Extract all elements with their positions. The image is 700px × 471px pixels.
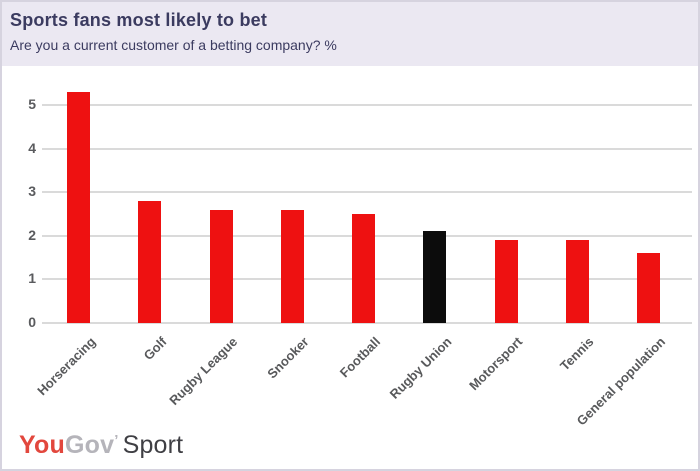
y-gridline [42,191,692,194]
y-tick-label: 1 [28,270,36,287]
y-tick-label: 2 [28,226,36,243]
bar-football [352,214,375,323]
logo-sport-text: Sport [122,431,184,459]
logo-apostrophe: ’ [114,432,119,449]
bar-horseracing [67,91,90,323]
yougov-sport-logo: YouGov’ Sport [19,431,183,460]
x-axis-label: Football [336,334,384,381]
bar-general-population [637,253,660,323]
bar-rugby-union [423,231,447,323]
bar-snooker [280,209,304,323]
y-gridline [42,322,692,324]
x-axis-label: Horseracing [33,334,99,399]
y-gridline [42,147,692,150]
bar-golf [138,200,162,323]
logo-gov-text: Gov [64,431,115,459]
y-gridline [42,104,692,106]
x-axis-label: Tennis [557,334,597,374]
y-tick-label: 3 [28,183,36,200]
x-axis-label: Golf [140,334,170,363]
bar-motorsport [494,240,518,323]
x-axis-label: Snooker [264,334,312,382]
x-axis-label: Rugby League [166,334,241,408]
chart-header: Sports fans most likely to bet Are you a… [2,2,698,66]
bar-rugby-league [209,209,233,323]
chart-subtitle: Are you a current customer of a betting … [10,37,337,53]
logo-you-text: You [19,431,65,459]
x-axis-label: Motorsport [466,334,526,394]
bar-tennis [565,240,589,323]
chart-title: Sports fans most likely to bet [10,10,268,30]
y-tick-label: 5 [28,96,36,112]
y-tick-label: 4 [28,139,36,156]
y-tick-label: 0 [28,314,36,330]
x-axis-label: Rugby Union [386,334,455,402]
